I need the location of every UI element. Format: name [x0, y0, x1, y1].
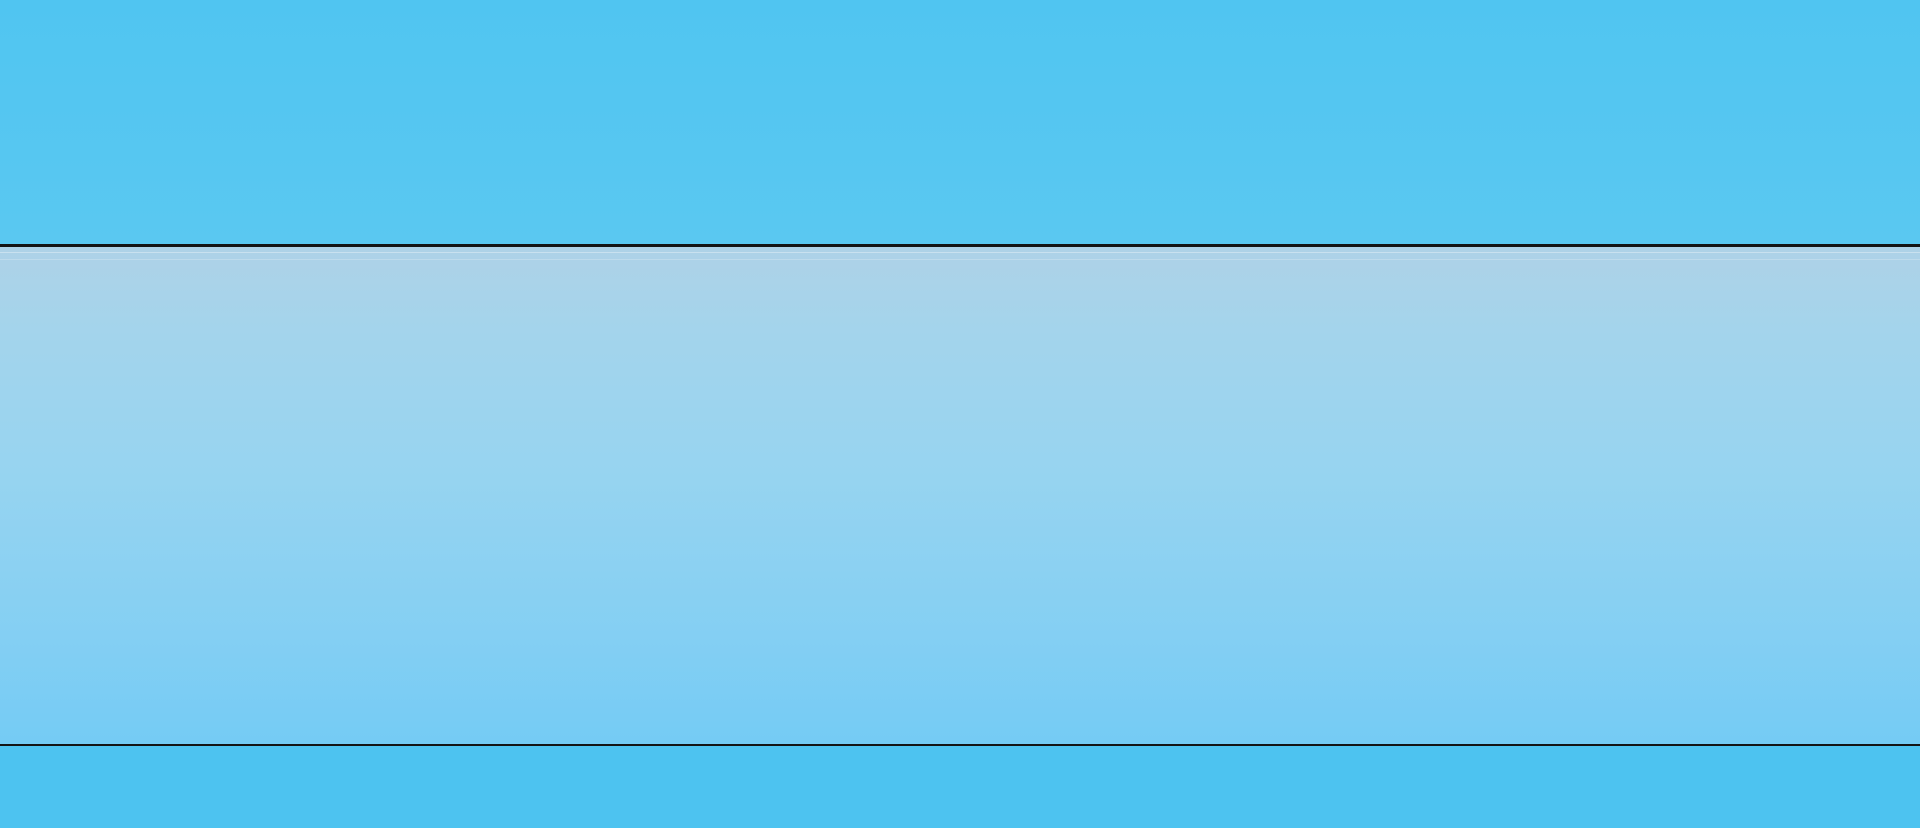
spectra-canvas [0, 247, 1920, 745]
bottom-strip-background [0, 745, 1920, 828]
sky-background [0, 0, 1920, 247]
bottom-wavelength-axis-line [0, 744, 1920, 746]
top-wavenumber-axis-line [0, 244, 1920, 247]
